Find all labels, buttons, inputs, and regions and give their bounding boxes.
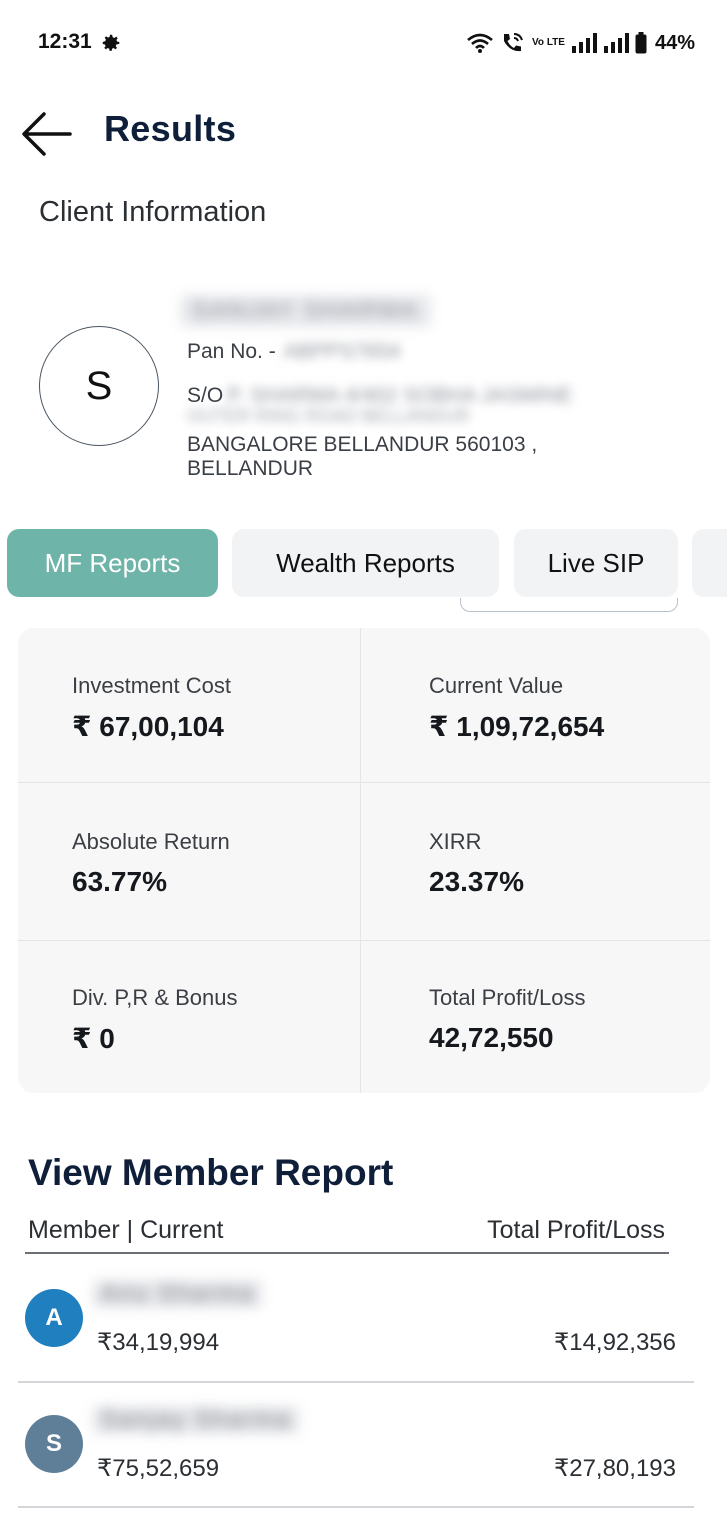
tab-live-sip[interactable]: Live SIP (514, 529, 678, 597)
investment-cost-value: ₹ 67,00,104 (72, 711, 224, 742)
tab-wealth-reports[interactable]: Wealth Reports (232, 529, 499, 597)
tab-mf-reports[interactable]: MF Reports (7, 529, 218, 597)
summary-divider (18, 782, 710, 783)
absolute-return-label: Absolute Return (72, 829, 230, 854)
pan-value: ABPPS7654 (283, 340, 401, 363)
client-info-heading: Client Information (39, 196, 267, 228)
member-current-value: ₹75,52,659 (97, 1455, 220, 1482)
member-name: Anu Sharma (93, 1280, 263, 1308)
total-profit-loss-label: Total Profit/Loss (429, 985, 586, 1010)
dividend-label: Div. P,R & Bonus (72, 985, 238, 1010)
wifi-icon (466, 32, 494, 54)
address-line-1-rest: P. SHARMA 4/402 SOBHA JASMINE (227, 384, 573, 407)
member-avatar: S (25, 1415, 83, 1473)
total-profit-loss-value: 42,72,550 (429, 1022, 554, 1053)
client-avatar: S (39, 326, 159, 446)
portfolio-summary-card (18, 628, 710, 1093)
status-bar: 12:31 Vo LTE (0, 0, 727, 88)
settings-gear-icon (100, 32, 122, 54)
status-time: 12:31 (38, 30, 92, 53)
pan-row: Pan No. - ABPPS7654 (187, 340, 400, 364)
address-line-2: OUTER RING ROAD BELLANDUR (187, 406, 471, 426)
back-button[interactable] (18, 102, 76, 160)
member-profit-loss: ₹27,80,193 (553, 1455, 676, 1482)
member-current-value: ₹34,19,994 (97, 1329, 220, 1356)
row-divider (18, 1506, 694, 1508)
scrolled-control-edge (460, 598, 678, 612)
address-line-4: BELLANDUR (187, 457, 314, 480)
member-row[interactable]: A Anu Sharma ₹34,19,994 ₹14,92,356 (18, 1256, 694, 1383)
absolute-return-value: 63.77% (72, 866, 167, 897)
member-profit-loss: ₹14,92,356 (553, 1329, 676, 1356)
address-line-1: S/O P. SHARMA 4/402 SOBHA JASMINE (187, 384, 572, 408)
xirr-label: XIRR (429, 829, 482, 854)
summary-divider (360, 628, 361, 1093)
xirr-value: 23.37% (429, 866, 524, 897)
signal-icon-2 (603, 32, 629, 54)
summary-divider (18, 940, 710, 941)
wifi-call-icon (500, 31, 526, 55)
member-avatar: A (25, 1289, 83, 1347)
dividend-value: ₹ 0 (72, 1023, 115, 1054)
battery-percent: 44% (654, 31, 695, 54)
back-arrow-icon (22, 112, 72, 156)
header-divider (25, 1252, 669, 1254)
tab-others[interactable] (692, 529, 727, 597)
app-header: Results (0, 96, 727, 166)
address-line-3: BANGALORE BELLANDUR 560103 , (187, 433, 538, 456)
member-name: Sanjay Sharma (93, 1406, 300, 1434)
row-divider (18, 1381, 694, 1383)
battery-icon (635, 32, 647, 54)
page-title: Results (104, 108, 237, 149)
member-report-title: View Member Report (28, 1152, 394, 1193)
member-row[interactable]: S Sanjay Sharma ₹75,52,659 ₹27,80,193 (18, 1382, 694, 1508)
address-prefix: S/O (187, 384, 224, 407)
signal-icon (571, 32, 597, 54)
volte-indicator: Vo LTE (532, 37, 565, 48)
pan-label: Pan No. - (187, 340, 276, 363)
client-name: SANJAY SHARMA (180, 295, 431, 327)
profit-column-header: Total Profit/Loss (487, 1216, 665, 1244)
report-tabs: MF Reports Wealth Reports Live SIP (7, 529, 727, 599)
investment-cost-label: Investment Cost (72, 673, 231, 698)
current-value-label: Current Value (429, 673, 564, 698)
current-value-value: ₹ 1,09,72,654 (429, 711, 605, 742)
member-column-header: Member | Current (28, 1216, 224, 1244)
